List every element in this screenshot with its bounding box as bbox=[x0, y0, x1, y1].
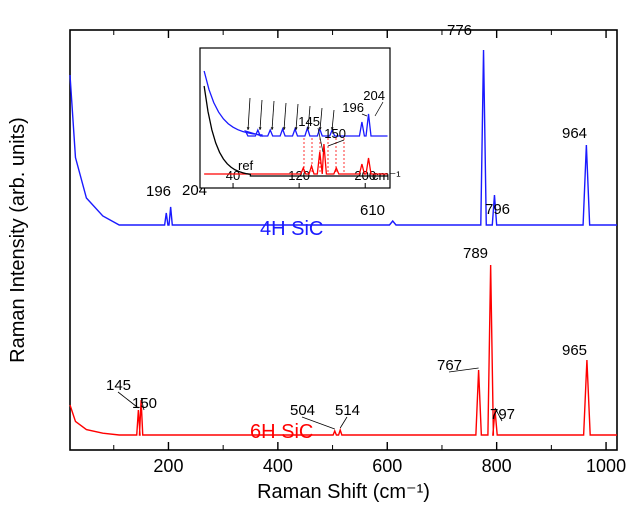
peak-label: 150 bbox=[132, 395, 157, 412]
svg-text:ref: ref bbox=[238, 158, 254, 173]
peak-label: 514 bbox=[335, 402, 360, 419]
series-label: 4H SiC bbox=[260, 218, 323, 240]
inset-plot: 40120200cm⁻¹ref196204145150 bbox=[200, 48, 401, 188]
x-tick-label: 400 bbox=[263, 456, 293, 476]
svg-text:204: 204 bbox=[363, 88, 385, 103]
svg-text:145: 145 bbox=[298, 114, 320, 129]
svg-text:196: 196 bbox=[342, 100, 364, 115]
y-axis-label: Raman Intensity (arb. units) bbox=[7, 117, 29, 363]
peak-label: 796 bbox=[485, 201, 510, 218]
raman-chart: 200 400 600 800 1000 Raman Shift (cm⁻¹) Raman … bbox=[0, 0, 637, 507]
peak-label: 776 bbox=[447, 22, 472, 39]
peak-label: 965 bbox=[562, 342, 587, 359]
peak-label: 964 bbox=[562, 125, 587, 142]
x-tick-label: 1000 bbox=[586, 456, 626, 476]
peak-label: 610 bbox=[360, 202, 385, 219]
peak-label: 767 bbox=[437, 357, 462, 374]
x-tick-label: 200 bbox=[153, 456, 183, 476]
peak-label: 504 bbox=[290, 402, 315, 419]
x-tick-label: 800 bbox=[482, 456, 512, 476]
peak-label: 145 bbox=[106, 377, 131, 394]
peak-label: 797 bbox=[490, 406, 515, 423]
x-tick-label: 600 bbox=[372, 456, 402, 476]
peak-label: 789 bbox=[463, 245, 488, 262]
x-axis-label: Raman Shift (cm⁻¹) bbox=[257, 481, 430, 503]
peak-label: 196 bbox=[146, 183, 171, 200]
svg-text:150: 150 bbox=[324, 126, 346, 141]
series-label: 6H SiC bbox=[250, 421, 313, 443]
